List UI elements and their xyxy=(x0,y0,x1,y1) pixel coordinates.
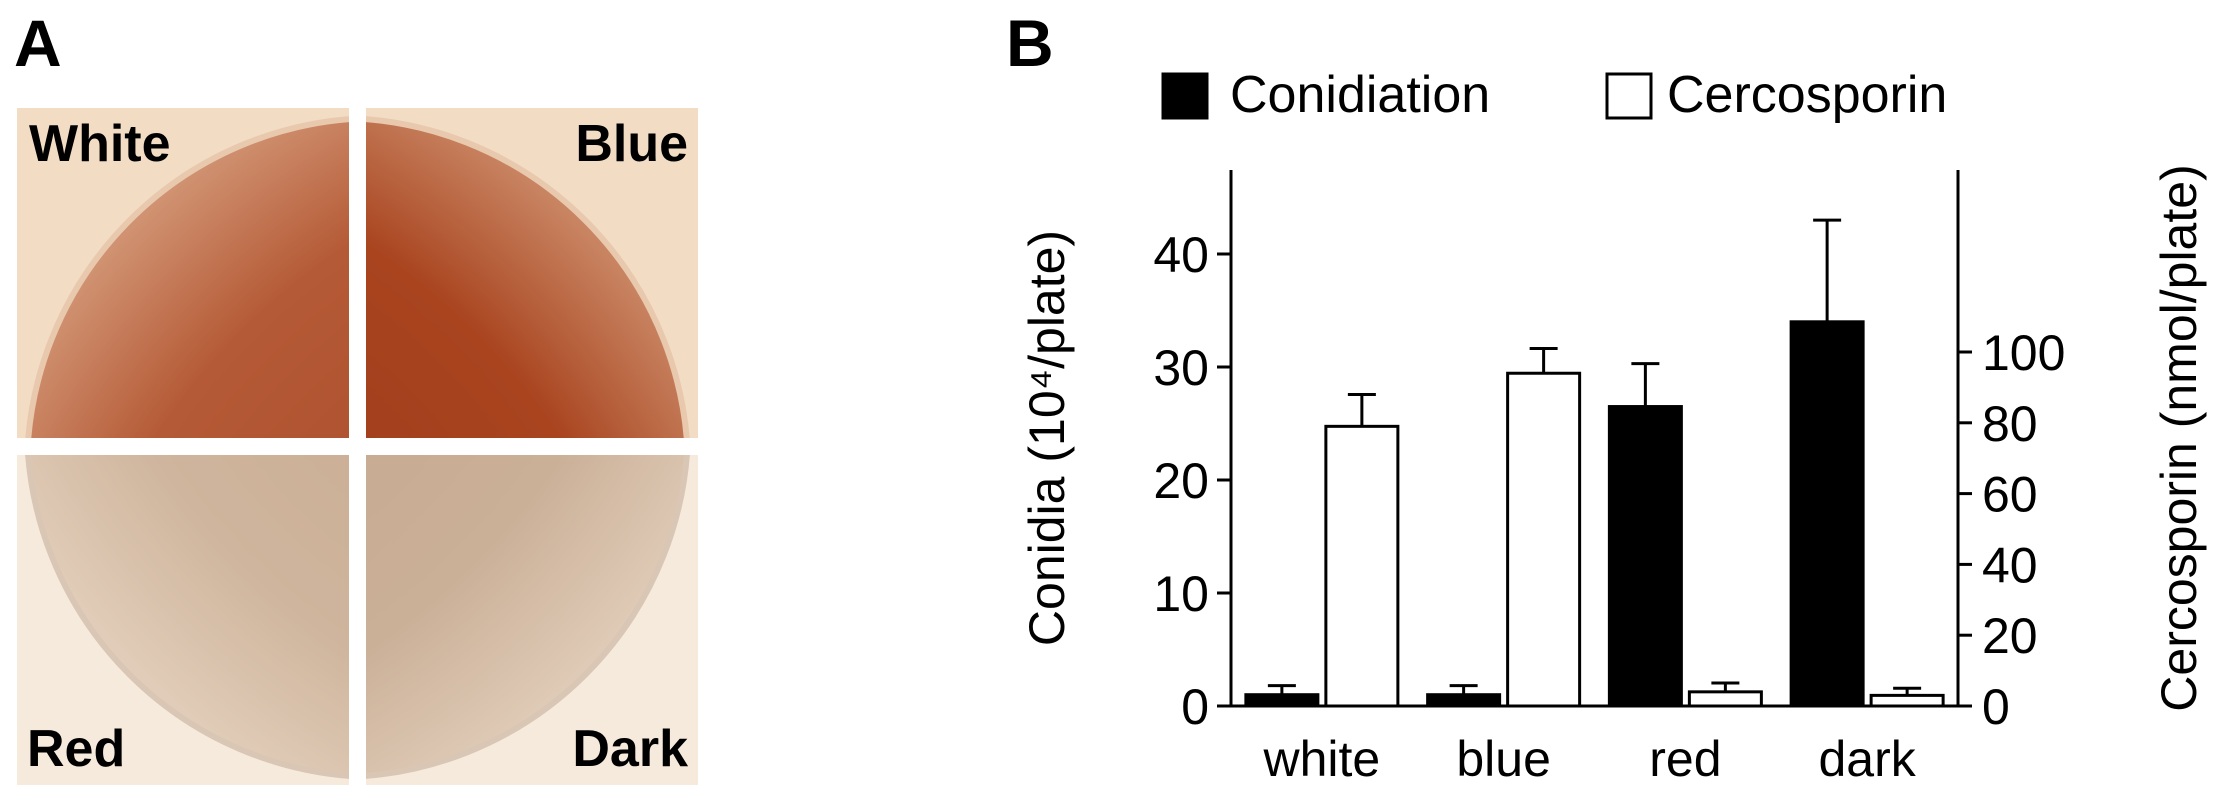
legend-label-cercosporin: Cercosporin xyxy=(1667,66,1947,124)
plate-texture-dark xyxy=(366,455,698,785)
bar-cercosporin-blue xyxy=(1506,371,1582,708)
legend-label-conidiation: Conidiation xyxy=(1230,66,1490,124)
left-tick-label: 30 xyxy=(1153,340,1209,396)
bar-conidiation-white xyxy=(1244,693,1320,708)
bar-series xyxy=(1244,218,1945,708)
right-tick-label: 20 xyxy=(1982,608,2038,664)
right-tick-label: 80 xyxy=(1982,396,2038,452)
bar-cercosporin-dark xyxy=(1869,693,1945,708)
left-tick-label: 40 xyxy=(1153,227,1209,283)
plate-texture-blue xyxy=(366,108,698,438)
bar-cercosporin-red xyxy=(1687,690,1763,708)
left-tick-label: 10 xyxy=(1153,566,1209,622)
right-tick-label: 100 xyxy=(1982,325,2065,381)
category-label-blue: blue xyxy=(1456,731,1551,787)
bar-conidiation-red xyxy=(1607,405,1683,708)
right-axis-label: Cercosporin (nmol/plate) xyxy=(2151,164,2207,711)
plate-image-blue: Blue xyxy=(366,108,698,438)
plate-label-dark: Dark xyxy=(572,720,688,778)
panel-b-label: B xyxy=(1006,6,1054,80)
plate-label-red: Red xyxy=(27,720,126,778)
plate-label-blue: Blue xyxy=(575,115,688,173)
plate-texture-red xyxy=(17,455,349,785)
chart-legend: Conidiation Cercosporin xyxy=(1161,66,1947,124)
right-tick-label: 0 xyxy=(1982,679,2010,735)
right-tick-label: 40 xyxy=(1982,537,2038,593)
plate-texture-white xyxy=(17,108,349,438)
legend-swatch-cercosporin xyxy=(1605,72,1653,120)
right-tick-label: 60 xyxy=(1982,467,2038,523)
plate-image-red: Red xyxy=(17,455,349,785)
plate-label-white: White xyxy=(29,115,171,173)
bar-conidiation-blue xyxy=(1426,693,1502,708)
panel-a-label: A xyxy=(14,6,62,80)
left-axis-ticks: 0 10 20 30 40 xyxy=(1153,227,1231,735)
plate-image-dark: Dark xyxy=(366,455,698,785)
left-tick-label: 20 xyxy=(1153,453,1209,509)
legend-swatch-conidiation xyxy=(1161,72,1209,120)
plate-image-white: White xyxy=(17,108,349,438)
category-label-red: red xyxy=(1649,731,1721,787)
left-tick-label: 0 xyxy=(1181,679,1209,735)
category-labels: white blue red dark xyxy=(1263,731,1917,787)
right-axis-ticks: 0 20 40 60 80 100 xyxy=(1958,325,2065,735)
category-label-dark: dark xyxy=(1818,731,1916,787)
left-axis-label: Conidia (10⁴/plate) xyxy=(1019,230,1075,646)
bar-cercosporin-white xyxy=(1324,424,1400,708)
category-label-white: white xyxy=(1263,731,1381,787)
bar-conidiation-dark xyxy=(1789,320,1865,708)
